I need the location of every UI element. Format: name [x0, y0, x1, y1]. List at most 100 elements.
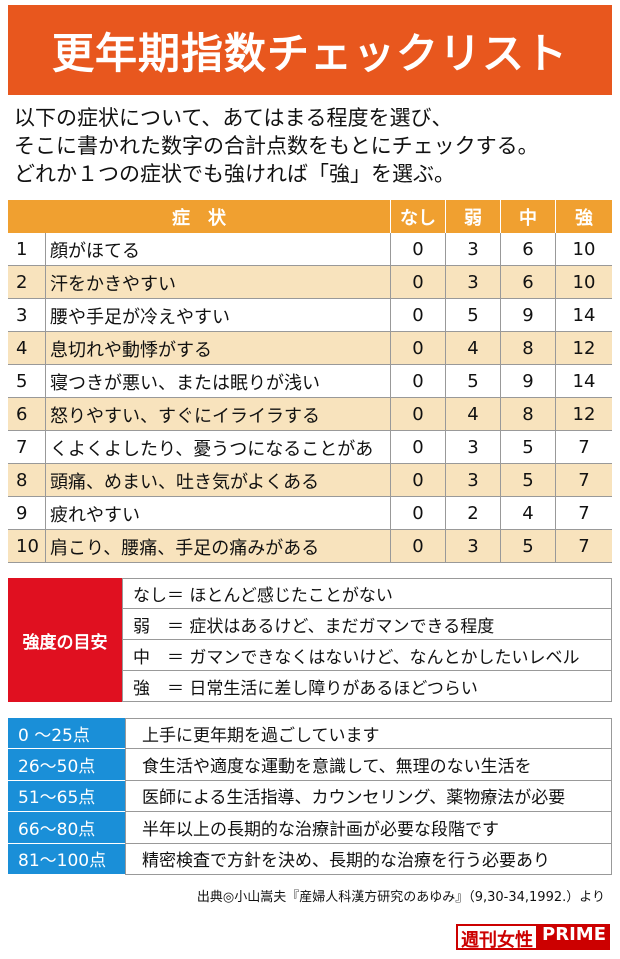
- score-value: 5: [500, 464, 555, 497]
- legend-item: 中 ＝ ガマンできなくはないけど、なんとかしたいレベル: [122, 640, 612, 671]
- symptom: 疲れやすい: [45, 497, 390, 530]
- row-number: 3: [16, 305, 28, 326]
- score-value: 0: [390, 365, 445, 398]
- title: 更年期指数チェックリスト: [8, 5, 612, 95]
- score-value: 0: [390, 431, 445, 464]
- intro: 以下の症状について、あてはまる程度を選び、そこに書かれた数字の合計点数をもとにチ…: [14, 104, 614, 188]
- row-bg: [8, 266, 612, 299]
- header-cell: 中: [500, 200, 555, 233]
- score-value: 3: [445, 233, 500, 266]
- logo-text: PRIME: [538, 924, 610, 950]
- score-value: 0: [390, 398, 445, 431]
- score-value: 4: [445, 332, 500, 365]
- score-value: 5: [445, 299, 500, 332]
- score-value: 7: [555, 464, 612, 497]
- score-value: 0: [390, 266, 445, 299]
- score-value: 6: [500, 266, 555, 299]
- score-value: 7: [555, 497, 612, 530]
- header-cell: 症 状: [172, 207, 226, 229]
- score-value: 7: [555, 431, 612, 464]
- row-bg: [8, 332, 612, 365]
- legend-item: なし＝ ほとんど感じたことがない: [122, 578, 612, 609]
- legend-label: 強度の目安: [8, 578, 122, 702]
- score-value: 8: [500, 398, 555, 431]
- logo: 週刊女性 PRIME: [456, 924, 610, 951]
- score-value: 14: [555, 299, 612, 332]
- score-value: 10: [555, 266, 612, 299]
- score-range: 26～50点: [8, 749, 125, 781]
- score-value: 3: [445, 431, 500, 464]
- score-value: 12: [555, 398, 612, 431]
- row-bg: [8, 464, 612, 497]
- source: 出典◎小山嵩夫『産婦人科漢方研究のあゆみ』（9,30-34,1992.）より: [196, 890, 605, 905]
- symptom: 怒りやすい、すぐにイライラする: [45, 398, 390, 431]
- score-value: 4: [500, 497, 555, 530]
- score-advice: 医師による生活指導、カウンセリング、薬物療法が必要: [125, 780, 612, 813]
- header-cell: 弱: [445, 200, 500, 233]
- intro-line: どれか１つの症状でも強ければ「強」を選ぶ。: [14, 162, 455, 186]
- score-range: 0 ～25点: [8, 718, 125, 750]
- row-bg: [8, 398, 612, 431]
- symptom: くよくよしたり、憂うつになることがあ: [45, 431, 390, 464]
- legend-item: 弱 ＝ 症状はあるけど、まだガマンできる程度: [122, 609, 612, 640]
- score-value: 6: [500, 233, 555, 266]
- score-value: 3: [445, 530, 500, 563]
- row-number: 10: [16, 536, 39, 557]
- score-value: 9: [500, 299, 555, 332]
- score-value: 0: [390, 464, 445, 497]
- table-header: [8, 200, 612, 233]
- row-bg: [8, 431, 612, 464]
- symptom: 腰や手足が冷えやすい: [45, 299, 390, 332]
- score-value: 5: [500, 431, 555, 464]
- row-number: 7: [16, 437, 28, 458]
- row-number: 9: [16, 503, 28, 524]
- row-number: 8: [16, 470, 28, 491]
- row-bg: [8, 530, 612, 563]
- score-value: 10: [555, 233, 612, 266]
- score-value: 9: [500, 365, 555, 398]
- score-value: 5: [500, 530, 555, 563]
- logo-text: 週刊女性: [456, 924, 539, 951]
- score-range: 66～80点: [8, 812, 125, 844]
- score-value: 4: [445, 398, 500, 431]
- score-value: 7: [555, 530, 612, 563]
- row-number: 1: [16, 239, 28, 260]
- score-value: 0: [390, 299, 445, 332]
- symptom: 頭痛、めまい、吐き気がよくある: [45, 464, 390, 497]
- score-advice: 食生活や適度な運動を意識して、無理のない生活を: [125, 749, 612, 781]
- score-value: 8: [500, 332, 555, 365]
- row-number: 2: [16, 272, 28, 293]
- score-value: 0: [390, 530, 445, 563]
- score-value: 12: [555, 332, 612, 365]
- score-advice: 精密検査で方針を決め、長期的な治療を行う必要あり: [125, 843, 612, 875]
- row-number: 6: [16, 404, 28, 425]
- symptom: 顔がほてる: [45, 233, 390, 266]
- score-range: 51～65点: [8, 780, 125, 813]
- score-value: 3: [445, 464, 500, 497]
- score-value: 2: [445, 497, 500, 530]
- score-value: 14: [555, 365, 612, 398]
- row-bg: [8, 365, 612, 398]
- score-advice: 上手に更年期を過ごしています: [125, 718, 612, 750]
- score-value: 0: [390, 332, 445, 365]
- legend-item: 強 ＝ 日常生活に差し障りがあるほどつらい: [122, 671, 612, 702]
- score-advice: 半年以上の長期的な治療計画が必要な段階です: [125, 812, 612, 844]
- intro-line: そこに書かれた数字の合計点数をもとにチェックする。: [14, 134, 539, 158]
- symptom: 息切れや動悸がする: [45, 332, 390, 365]
- score-value: 5: [445, 365, 500, 398]
- symptom: 汗をかきやすい: [45, 266, 390, 299]
- score-value: 0: [390, 233, 445, 266]
- row-bg: [8, 233, 612, 266]
- intro-line: 以下の症状について、あてはまる程度を選び、: [14, 106, 453, 130]
- score-range: 81～100点: [8, 843, 125, 875]
- row-bg: [8, 299, 612, 332]
- row-number: 4: [16, 338, 28, 359]
- symptom: 肩こり、腰痛、手足の痛みがある: [45, 530, 390, 563]
- header-cell: 強: [555, 200, 612, 233]
- symptom: 寝つきが悪い、または眠りが浅い: [45, 365, 390, 398]
- score-value: 0: [390, 497, 445, 530]
- score-value: 3: [445, 266, 500, 299]
- row-bg: [8, 497, 612, 530]
